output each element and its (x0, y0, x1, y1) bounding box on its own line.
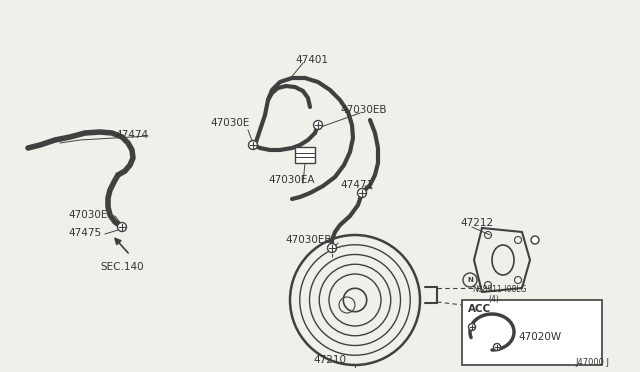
Text: N08911-I08LG: N08911-I08LG (472, 285, 527, 294)
Circle shape (328, 244, 337, 253)
Text: 47474: 47474 (115, 130, 148, 140)
Text: 47471: 47471 (340, 180, 373, 190)
Text: 47020W: 47020W (518, 332, 561, 342)
Circle shape (531, 236, 539, 244)
Circle shape (248, 141, 257, 150)
Circle shape (314, 121, 323, 129)
Text: 47030E: 47030E (210, 118, 250, 128)
Text: 47210: 47210 (314, 355, 346, 365)
Text: N: N (467, 277, 473, 283)
Text: 47401: 47401 (295, 55, 328, 65)
Text: SEC.140: SEC.140 (100, 262, 143, 272)
Bar (462, 300, 602, 365)
Circle shape (118, 222, 127, 231)
Text: ACC: ACC (468, 304, 492, 314)
Text: 47475: 47475 (68, 228, 101, 238)
Text: J47000 J: J47000 J (575, 358, 609, 367)
Text: 47030E: 47030E (68, 210, 108, 220)
Circle shape (493, 343, 500, 350)
Circle shape (358, 189, 367, 198)
Text: 47030EA: 47030EA (268, 175, 314, 185)
Text: 47030EB: 47030EB (285, 235, 332, 245)
Text: (4): (4) (488, 295, 499, 304)
Circle shape (468, 324, 476, 330)
Bar (295, 147, 315, 163)
Text: 47212: 47212 (460, 218, 493, 228)
Text: 47030EB: 47030EB (340, 105, 387, 115)
